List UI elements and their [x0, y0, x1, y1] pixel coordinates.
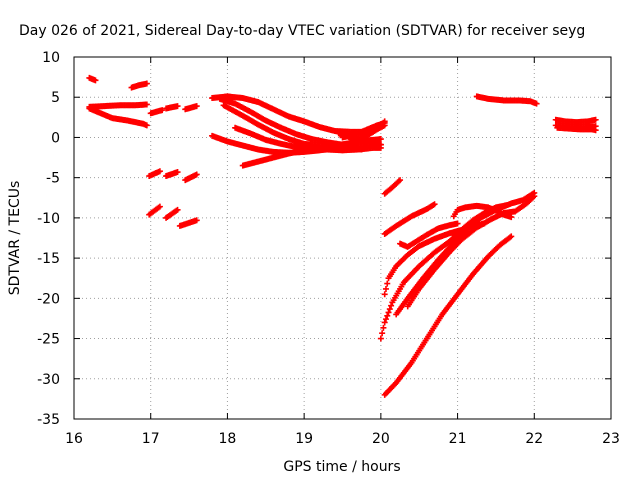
series-arc-8 — [146, 168, 163, 180]
data-point — [143, 80, 150, 87]
y-tick-label: 0 — [51, 130, 60, 146]
chart-title: Day 026 of 2021, Sidereal Day-to-day VTE… — [19, 23, 585, 39]
series-arc-29 — [393, 189, 538, 318]
data-point — [381, 291, 388, 298]
series-arc-1 — [86, 74, 99, 84]
data-point — [381, 122, 388, 129]
series-arc-31 — [450, 202, 515, 221]
series-arc-23 — [354, 122, 388, 145]
data-point — [531, 193, 538, 200]
series-arc-24 — [381, 177, 404, 197]
data-point — [174, 169, 181, 176]
data-point — [143, 101, 150, 108]
data-point — [384, 312, 391, 319]
axis-ticks: 16 17 18 19 20 21 22 23 10 5 0 -5 -10 -15 -20 -25 -30 -35 — [37, 50, 620, 447]
data-point — [382, 316, 389, 323]
series-arc-10 — [182, 171, 200, 184]
series-arc-33 — [473, 93, 540, 107]
x-tick-label: 19 — [295, 431, 313, 447]
data-point — [388, 302, 395, 309]
data-point — [193, 103, 200, 110]
x-tick-label: 20 — [372, 431, 390, 447]
series-arc-12 — [163, 206, 181, 221]
x-tick-label: 16 — [65, 431, 83, 447]
y-tick-label: -30 — [37, 372, 60, 388]
x-tick-label: 18 — [219, 431, 237, 447]
data-point — [454, 220, 461, 227]
data-point — [431, 201, 438, 208]
data-point — [382, 285, 389, 292]
data-point — [386, 306, 393, 313]
series-arc-3 — [86, 105, 150, 129]
data-point — [92, 77, 99, 84]
y-tick-label: -15 — [37, 251, 60, 267]
data-point — [156, 168, 163, 175]
series-arc-9 — [163, 169, 181, 180]
data-points — [86, 74, 599, 398]
data-point — [508, 233, 515, 240]
x-tick-label: 23 — [602, 431, 620, 447]
data-point — [508, 214, 515, 221]
data-point — [397, 177, 404, 184]
data-point — [384, 280, 391, 287]
y-tick-label: -10 — [37, 211, 60, 227]
series-arc-26 — [397, 220, 461, 250]
series-arc-32 — [381, 233, 515, 398]
x-tick-label: 22 — [525, 431, 543, 447]
x-axis-label: GPS time / hours — [283, 459, 400, 475]
series-arc-6 — [163, 103, 181, 112]
y-tick-label: -35 — [37, 412, 60, 428]
y-tick-label: 10 — [42, 50, 60, 66]
series-arc-25 — [381, 201, 438, 237]
x-tick-label: 21 — [449, 431, 467, 447]
series-arc-4 — [128, 80, 150, 91]
data-point — [156, 203, 163, 210]
y-tick-label: 5 — [51, 90, 60, 106]
series-arc-36 — [554, 124, 599, 134]
data-point — [159, 107, 166, 114]
series-arc-7 — [182, 103, 200, 113]
plot-frame — [73, 56, 612, 420]
y-tick-label: -20 — [37, 291, 60, 307]
data-point — [377, 335, 384, 342]
y-axis-label: SDTVAR / TECUs — [7, 181, 23, 296]
data-point — [533, 100, 540, 107]
data-point — [380, 324, 387, 331]
series-arc-11 — [146, 203, 163, 218]
data-point — [377, 136, 384, 143]
x-tick-label: 17 — [142, 431, 160, 447]
data-point — [592, 127, 599, 134]
series-arc-14 — [209, 93, 365, 135]
series-arc-34 — [552, 116, 599, 126]
data-point — [174, 206, 181, 213]
y-tick-label: -5 — [46, 171, 60, 187]
series-arc-13 — [176, 217, 200, 229]
y-tick-label: -25 — [37, 332, 60, 348]
data-point — [592, 116, 599, 123]
data-point — [174, 103, 181, 110]
data-point — [379, 330, 386, 337]
data-point — [193, 217, 200, 224]
data-point — [381, 319, 388, 326]
data-point — [385, 309, 392, 316]
series-arc-5 — [147, 107, 166, 117]
data-point — [193, 171, 200, 178]
data-point — [377, 141, 384, 148]
data-point — [143, 122, 150, 129]
